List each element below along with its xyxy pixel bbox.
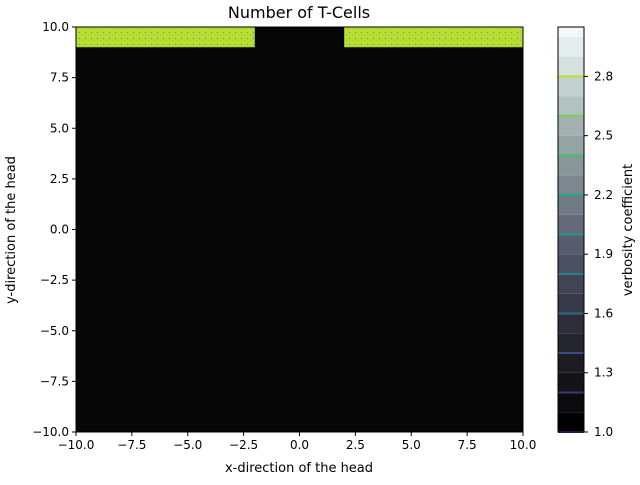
x-tick-label: 7.5 [458, 438, 477, 452]
colorbar-band [558, 412, 584, 432]
y-tick-label: 0.0 [50, 223, 69, 237]
y-tick-label: 7.5 [50, 71, 69, 85]
colorbar-tick-label: 1.3 [594, 366, 613, 380]
y-tick-label: −7.5 [40, 374, 69, 388]
colorbar-band [558, 76, 584, 97]
colorbar-band [558, 27, 584, 37]
y-tick-label: 2.5 [50, 172, 69, 186]
colorbar-band [558, 214, 584, 235]
x-tick-label: −2.5 [229, 438, 258, 452]
x-tick-label: −10.0 [58, 438, 95, 452]
colorbar-tick-label: 1.6 [594, 306, 613, 320]
colorbar-band [558, 36, 584, 57]
colorbar-band [558, 96, 584, 116]
colorbar-band [558, 254, 584, 274]
colorbar-band [558, 352, 584, 373]
y-tick-label: −2.5 [40, 273, 69, 287]
y-tick-label: −5.0 [40, 324, 69, 338]
y-tick-label: 10.0 [42, 20, 69, 34]
x-tick-label: −5.0 [173, 438, 202, 452]
colorbar-band [558, 392, 584, 413]
colorbar-band [558, 194, 584, 215]
heatmap-background [76, 27, 523, 432]
colorbar-band [558, 234, 584, 255]
x-tick-label: 0.0 [290, 438, 309, 452]
x-tick-label: 5.0 [402, 438, 421, 452]
x-tick-label: −7.5 [117, 438, 146, 452]
colorbar-tick-label: 1.0 [594, 425, 613, 439]
colorbar-tick-label: 2.8 [594, 69, 613, 83]
colorbar-band [558, 372, 584, 393]
colorbar-band [558, 313, 584, 334]
x-axis-label: x-direction of the head [225, 461, 373, 476]
colorbar-band [558, 273, 584, 294]
x-tick-label: 10.0 [510, 438, 537, 452]
colorbar-band [558, 135, 584, 156]
heatmap-region-1 [76, 27, 255, 48]
heatmap-region-2 [344, 27, 523, 48]
colorbar-band [558, 115, 584, 136]
colorbar-tick-label: 2.2 [594, 188, 613, 202]
chart-title: Number of T-Cells [228, 3, 370, 22]
y-axis-label: y-direction of the head [4, 156, 19, 304]
colorbar-label: verbosity coefficient [621, 164, 636, 296]
colorbar-band [558, 293, 584, 314]
y-tick-label: 5.0 [50, 121, 69, 135]
colorbar-band [558, 175, 584, 195]
y-tick-label: −10.0 [32, 425, 69, 439]
x-tick-label: 2.5 [346, 438, 365, 452]
colorbar-band [558, 333, 584, 353]
colorbar-band [558, 56, 584, 77]
colorbar-tick-label: 1.9 [594, 247, 613, 261]
colorbar-frame [557, 26, 585, 433]
colorbar-band [558, 155, 584, 176]
colorbar-tick-label: 2.5 [594, 129, 613, 143]
